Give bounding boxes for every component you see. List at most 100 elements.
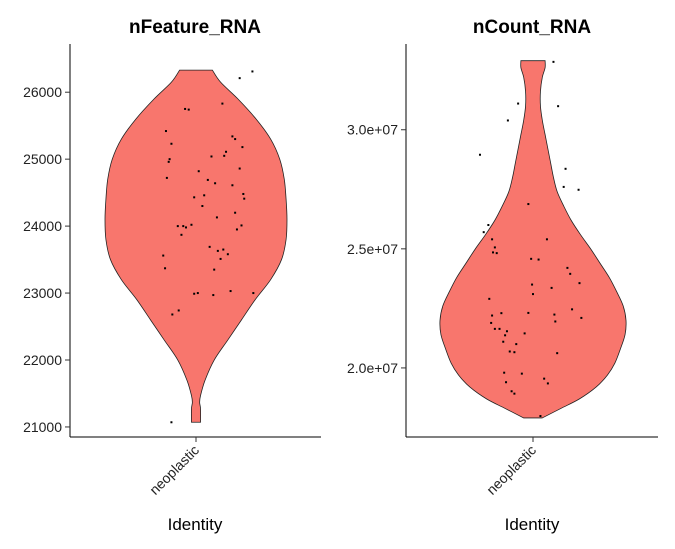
data-point bbox=[222, 248, 225, 251]
data-point bbox=[170, 142, 173, 145]
data-point bbox=[580, 316, 583, 319]
data-point bbox=[225, 150, 228, 153]
chart-title: nFeature_RNA bbox=[129, 17, 261, 38]
data-point bbox=[231, 135, 234, 138]
data-point bbox=[532, 293, 534, 296]
data-point bbox=[571, 308, 574, 311]
y-tick-label: 23000 bbox=[23, 285, 62, 301]
data-point bbox=[505, 330, 508, 333]
data-point bbox=[506, 119, 509, 122]
data-point bbox=[569, 272, 572, 275]
y-tick-label: 26000 bbox=[23, 84, 62, 100]
data-point bbox=[168, 158, 171, 161]
data-point bbox=[556, 352, 559, 355]
x-tick-label: neoplastic bbox=[146, 442, 202, 498]
data-point bbox=[502, 340, 505, 343]
data-point bbox=[235, 228, 238, 231]
data-point bbox=[510, 390, 513, 393]
data-point bbox=[550, 286, 553, 289]
data-point bbox=[177, 309, 180, 312]
x-axis-title: Identity bbox=[168, 515, 223, 534]
data-point bbox=[545, 238, 548, 241]
data-point bbox=[546, 382, 549, 385]
data-point bbox=[515, 343, 518, 346]
data-point bbox=[184, 226, 187, 229]
data-point bbox=[513, 351, 516, 354]
panel-ncount-rna: nCount_RNA 2.0e+07 2.5e+07 3.0e+07 neoplas… bbox=[347, 17, 658, 534]
data-point bbox=[490, 321, 493, 324]
data-point bbox=[193, 292, 196, 295]
data-point bbox=[238, 167, 241, 170]
data-point bbox=[206, 178, 209, 181]
y-tick-label: 21000 bbox=[23, 419, 62, 435]
data-point bbox=[492, 251, 495, 254]
panel-nfeature-rna: nFeature_RNA 21000 22000 23000 24000 25000 26… bbox=[23, 17, 321, 534]
data-point bbox=[552, 60, 555, 63]
data-point bbox=[531, 283, 534, 286]
data-point bbox=[187, 108, 190, 111]
data-point bbox=[203, 194, 206, 197]
data-point bbox=[164, 267, 167, 270]
data-point bbox=[238, 77, 241, 80]
data-point bbox=[251, 70, 254, 73]
data-point bbox=[553, 313, 556, 316]
data-point bbox=[530, 257, 533, 260]
data-point bbox=[557, 105, 560, 108]
y-axis: 2.0e+07 2.5e+07 3.0e+07 bbox=[347, 44, 407, 437]
data-point bbox=[491, 314, 494, 317]
data-point bbox=[193, 196, 196, 199]
x-axis: neoplastic bbox=[406, 436, 658, 498]
data-point bbox=[170, 421, 173, 424]
violin-layer bbox=[439, 60, 627, 419]
data-point bbox=[252, 292, 255, 295]
points-layer bbox=[478, 60, 583, 418]
data-point bbox=[562, 185, 565, 188]
data-point bbox=[171, 313, 174, 316]
y-tick-label: 24000 bbox=[23, 218, 62, 234]
data-point bbox=[216, 249, 219, 252]
data-point bbox=[500, 312, 503, 315]
data-point bbox=[208, 245, 211, 248]
data-point bbox=[229, 290, 232, 293]
data-point bbox=[539, 415, 542, 418]
data-point bbox=[196, 292, 199, 295]
chart-title: nCount_RNA bbox=[473, 17, 591, 38]
y-axis: 21000 22000 23000 24000 25000 26000 bbox=[23, 44, 71, 437]
data-point bbox=[523, 332, 526, 335]
data-point bbox=[165, 176, 168, 179]
data-point bbox=[219, 257, 222, 260]
data-point bbox=[214, 182, 217, 185]
data-point bbox=[213, 268, 216, 271]
data-point bbox=[164, 130, 167, 133]
data-point bbox=[210, 155, 213, 158]
data-point bbox=[495, 252, 498, 255]
data-point bbox=[240, 224, 243, 227]
data-point bbox=[243, 197, 246, 200]
data-point bbox=[498, 327, 501, 330]
y-tick-label: 3.0e+07 bbox=[347, 122, 398, 138]
x-axis: neoplastic bbox=[70, 436, 321, 498]
data-point bbox=[537, 258, 540, 261]
data-point bbox=[241, 146, 244, 149]
data-point bbox=[503, 371, 506, 374]
data-point bbox=[487, 224, 490, 227]
data-point bbox=[493, 246, 496, 249]
data-point bbox=[520, 372, 523, 375]
data-point bbox=[226, 253, 229, 256]
data-point bbox=[162, 254, 165, 257]
data-point bbox=[577, 188, 580, 191]
data-point bbox=[543, 377, 546, 380]
y-tick-label: 22000 bbox=[23, 352, 62, 368]
data-point bbox=[564, 167, 567, 170]
x-axis-title: Identity bbox=[505, 515, 560, 534]
data-point bbox=[234, 138, 237, 141]
data-point bbox=[223, 154, 226, 157]
y-tick-label: 2.0e+07 bbox=[347, 360, 398, 376]
violin-body bbox=[439, 60, 627, 419]
data-point bbox=[176, 225, 179, 228]
x-tick-label: neoplastic bbox=[483, 442, 539, 498]
violin-body bbox=[104, 69, 288, 423]
data-point bbox=[554, 320, 557, 323]
data-point bbox=[505, 381, 508, 384]
